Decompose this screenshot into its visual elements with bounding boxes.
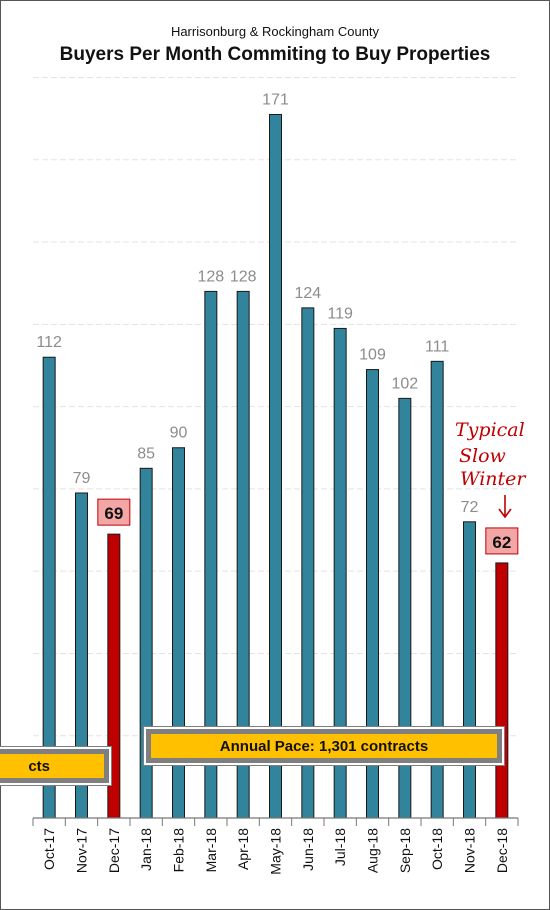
bar [139,467,153,819]
annual-pace-callout-partial-text: cts [28,757,50,775]
x-tick-label: Feb-18 [171,828,187,873]
annual-pace-callout-partial: cts [0,747,111,785]
x-tick-label: May-18 [268,828,284,875]
x-tick-label: Apr-18 [235,828,251,870]
chart-subtitle: Harrisonburg & Rockingham County [170,24,380,39]
data-label: 72 [461,499,479,516]
annual-pace-callout: Annual Pace: 1,301 contracts [144,727,504,765]
annual-pace-callout-text: Annual Pace: 1,301 contracts [219,737,429,755]
bar [107,533,121,819]
x-tick-label: Oct-18 [429,828,445,870]
x-tick-label: Aug-18 [365,828,381,873]
data-label: 109 [359,347,386,364]
x-tick-label: Dec-17 [106,828,122,873]
handwritten-annotation-line: Winter [460,468,527,490]
data-label: 111 [425,338,449,355]
data-label: 112 [36,334,62,351]
data-label: 171 [262,92,289,109]
x-tick-label: Dec-18 [494,828,510,873]
data-label: 85 [137,445,155,462]
x-tick-label: Jan-18 [138,828,154,871]
bar [269,114,282,819]
data-label-box [97,498,131,526]
data-label: 124 [294,285,321,302]
data-label: 69 [104,504,123,523]
x-tick-label: Jun-18 [300,828,316,871]
x-tick-label: Nov-17 [74,828,90,873]
data-label: 128 [197,268,224,285]
bar [463,521,476,819]
annotation-arrow [498,495,512,519]
x-tick-label: Oct-17 [41,828,57,870]
bar [495,562,509,819]
data-label: 79 [73,470,91,487]
data-label: 102 [391,375,418,392]
data-label: 90 [170,425,188,442]
handwritten-annotation-line: Typical [455,419,525,441]
data-label: 62 [492,533,511,552]
data-label: 128 [230,268,257,285]
chart-title: Buyers Per Month Commiting to Buy Proper… [59,44,491,65]
handwritten-annotation-line: Slow [459,445,506,467]
data-label-box [485,527,519,555]
x-tick-label: Nov-18 [462,828,478,873]
data-label: 119 [327,305,353,322]
x-tick-label: Sep-18 [397,828,413,873]
x-tick-label: Jul-18 [332,828,348,866]
x-tick-label: Mar-18 [203,828,219,873]
